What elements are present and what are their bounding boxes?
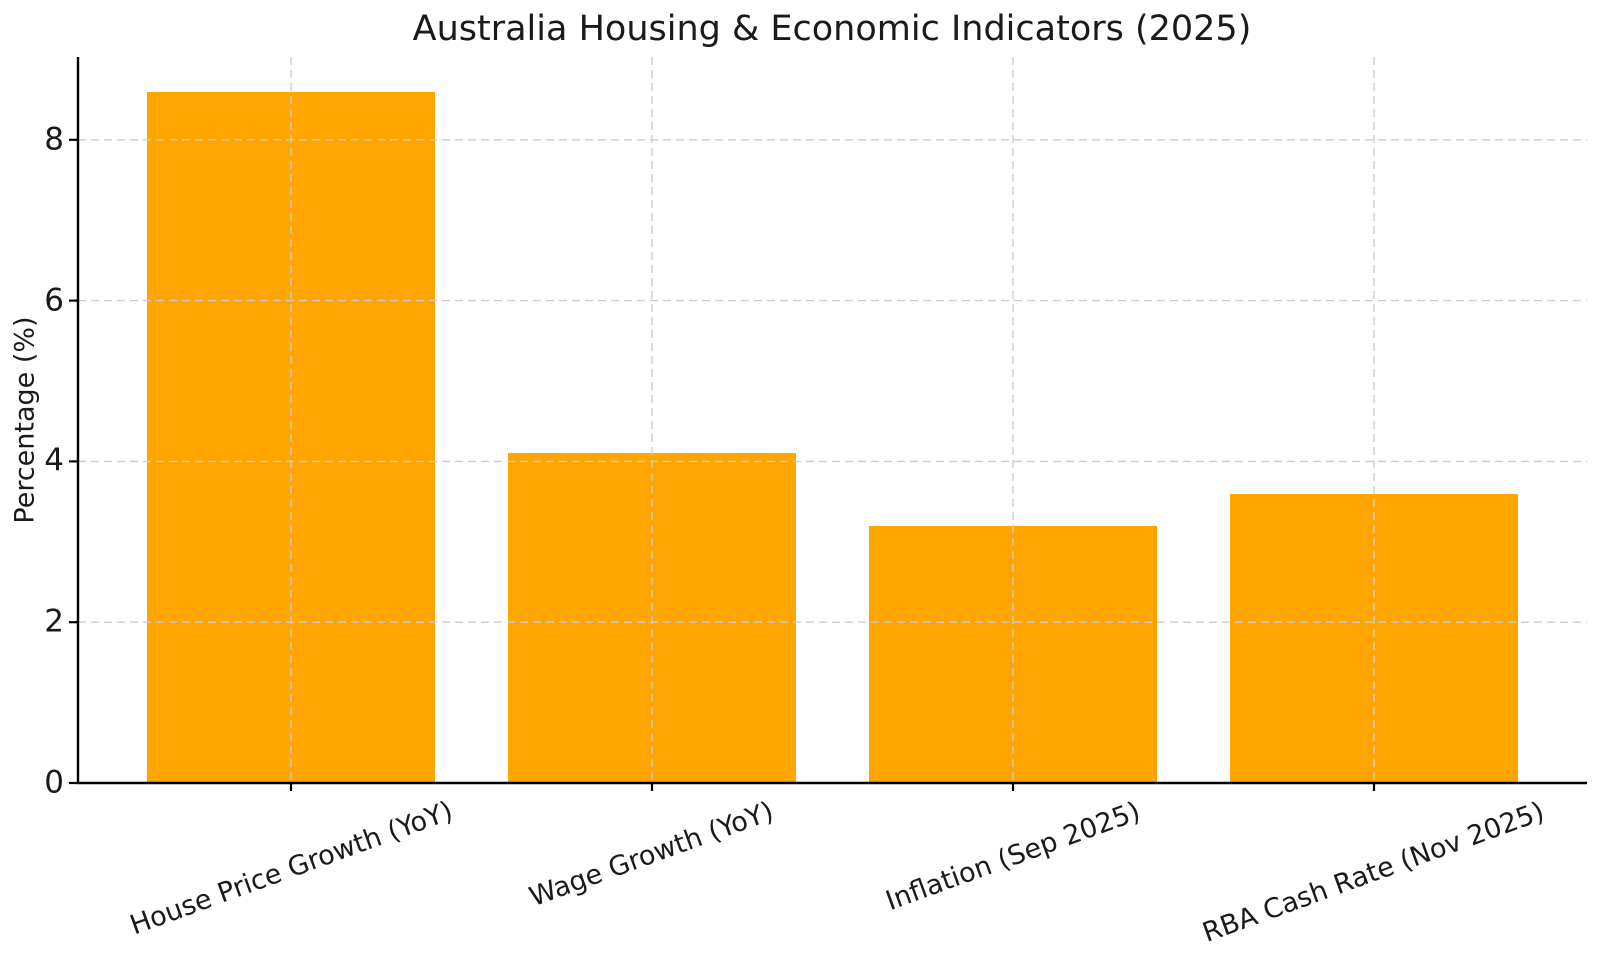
x-tick-label-wage-growth-yoy: Wage Growth (YoY) [525,795,779,914]
bar-inflation-sep-2025 [868,525,1158,783]
bar-rba-cash-rate-nov-2025 [1229,493,1519,783]
bar-wage-growth-yoy [507,453,797,783]
y-tick-label-4: 4 [44,442,64,479]
y-tick-label-6: 6 [44,281,64,318]
x-tick-label-rba-cash-rate-nov-2025: RBA Cash Rate (Nov 2025) [1199,795,1549,949]
y-tick-label-8: 8 [44,121,64,158]
x-tick-label-house-price-growth-yoy: House Price Growth (YoY) [125,795,457,942]
y-tick-label-2: 2 [44,603,64,640]
plot-area: 0 2 4 6 8 House Price Growth (YoY) Wage Growth… [44,57,1587,949]
y-axis-label: Percentage (%) [9,316,41,524]
y-tick-label-0: 0 [44,764,64,801]
bar-house-price-growth-yoy [146,91,436,783]
chart-title: Australia Housing & Economic Indicators … [412,9,1252,49]
x-tick-label-inflation-sep-2025: Inflation (Sep 2025) [881,795,1145,917]
